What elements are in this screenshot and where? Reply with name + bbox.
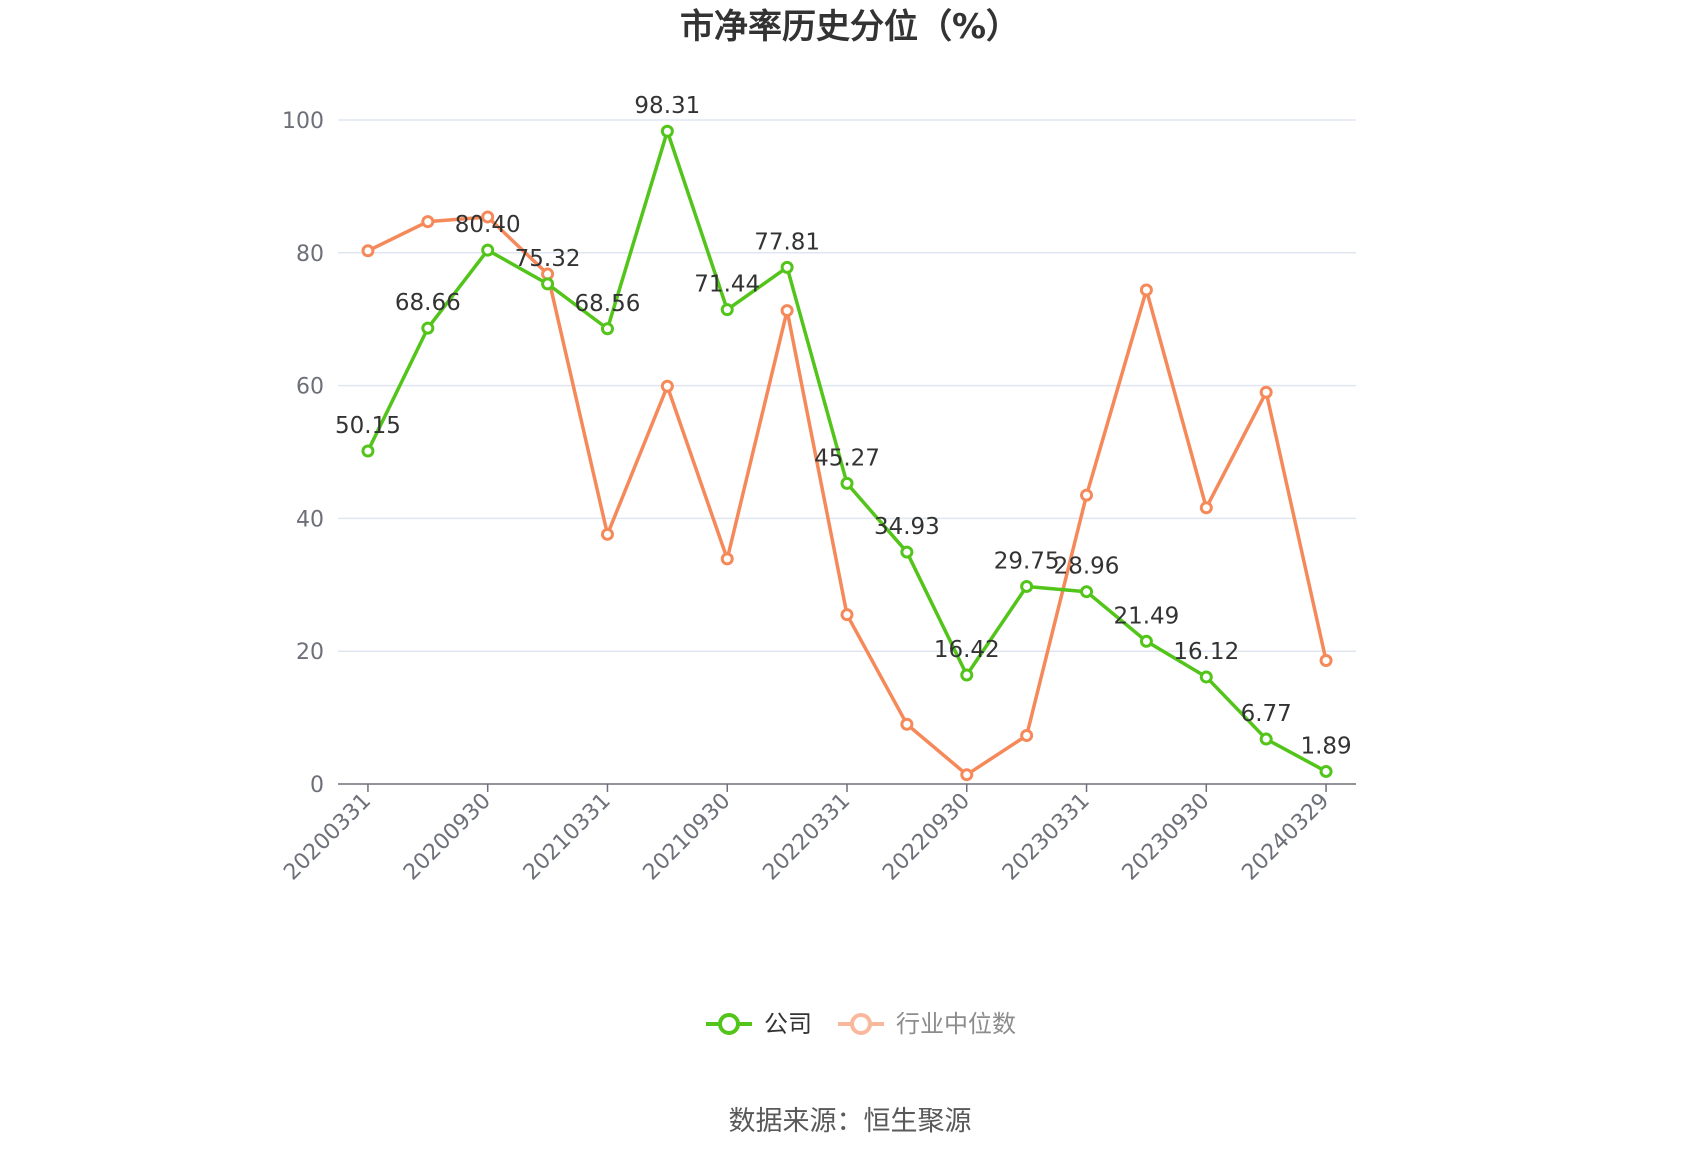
y-tick-label: 100 [282,109,324,134]
data-point-company [840,476,854,490]
data-point-industry-median [1319,653,1333,667]
data-point-industry-median [481,210,495,224]
legend-item-company[interactable]: 公司 [706,1010,812,1038]
y-tick-label: 80 [296,242,324,267]
x-tick-label: 20220930 [878,789,975,886]
y-tick-label: 40 [296,507,324,532]
data-label: 16.42 [934,637,1000,663]
x-tick-label: 20230331 [998,789,1095,886]
data-point-company [1259,732,1273,746]
data-label: 68.66 [395,290,461,316]
x-tick-label: 20200331 [279,789,376,886]
data-label: 21.49 [1113,603,1179,629]
data-point-company [361,444,375,458]
data-point-company [660,124,674,138]
data-point-industry-median [1080,488,1094,502]
data-point-industry-median [361,244,375,258]
data-point-industry-median [600,527,614,541]
x-tick-label: 20200930 [399,789,496,886]
x-tick-label: 20210331 [519,789,616,886]
data-point-company [1319,764,1333,778]
data-point-company [1080,585,1094,599]
series-line-industry-median [367,215,1328,777]
y-tick-label: 0 [310,773,324,798]
legend-marker-icon [718,1013,740,1035]
source-note: 数据来源：恒生聚源 [729,1106,972,1137]
y-tick-label: 60 [296,375,324,400]
legend-label-industry-median: 行业中位数 [896,1010,1016,1038]
series-layer [361,124,1333,782]
data-point-industry-median [1259,385,1273,399]
y-tick-label: 20 [296,640,324,665]
x-tick-label: 20230930 [1118,789,1215,886]
data-label: 1.89 [1300,733,1351,759]
legend-marker-icon [850,1013,872,1035]
data-point-company [900,545,914,559]
data-point-industry-median [840,608,854,622]
data-label: 71.44 [694,272,760,298]
axis-layer: 0 20 40 60 80 100 20200331 20200930 20210331 2021… [279,109,1356,885]
chart-title: 市净率历史分位（%） [680,7,1020,47]
data-point-industry-median [780,304,794,318]
data-label: 6.77 [1241,701,1292,727]
data-point-industry-median [421,215,435,229]
data-label: 75.32 [515,246,581,272]
data-point-industry-median [1199,501,1213,515]
data-point-industry-median [960,768,974,782]
data-label: 28.96 [1054,554,1120,580]
legend-item-industry-median[interactable]: 行业中位数 [838,1010,1016,1038]
data-point-company [780,260,794,274]
data-point-company [1199,670,1213,684]
data-label: 80.40 [455,212,521,238]
legend: 公司 行业中位数 [706,1010,1016,1038]
grid-layer [338,119,1356,652]
data-label: 34.93 [874,514,940,540]
data-label: 16.12 [1173,639,1239,665]
data-label: 77.81 [754,229,820,255]
data-label: 98.31 [634,93,700,119]
legend-label-company: 公司 [764,1010,812,1038]
data-point-industry-median [660,379,674,393]
data-point-industry-median [720,552,734,566]
data-point-company [421,321,435,335]
data-label: 50.15 [335,413,401,439]
data-label: 29.75 [994,548,1060,574]
data-point-company [1139,634,1153,648]
data-point-industry-median [900,717,914,731]
data-label: 45.27 [814,445,880,471]
data-point-company [720,303,734,317]
x-tick-label: 20240329 [1237,789,1334,886]
data-point-company [541,277,555,291]
x-tick-label: 20210930 [639,789,736,886]
data-point-industry-median [1139,283,1153,297]
data-point-company [600,322,614,336]
x-tick-label: 20220331 [758,789,855,886]
data-point-company [1020,579,1034,593]
data-label-layer: 50.15 68.66 80.40 75.32 68.56 98.31 71.44 77.81… [335,93,1352,759]
data-point-company [960,668,974,682]
data-point-company [481,243,495,257]
data-point-industry-median [1020,729,1034,743]
data-label: 68.56 [575,291,641,317]
